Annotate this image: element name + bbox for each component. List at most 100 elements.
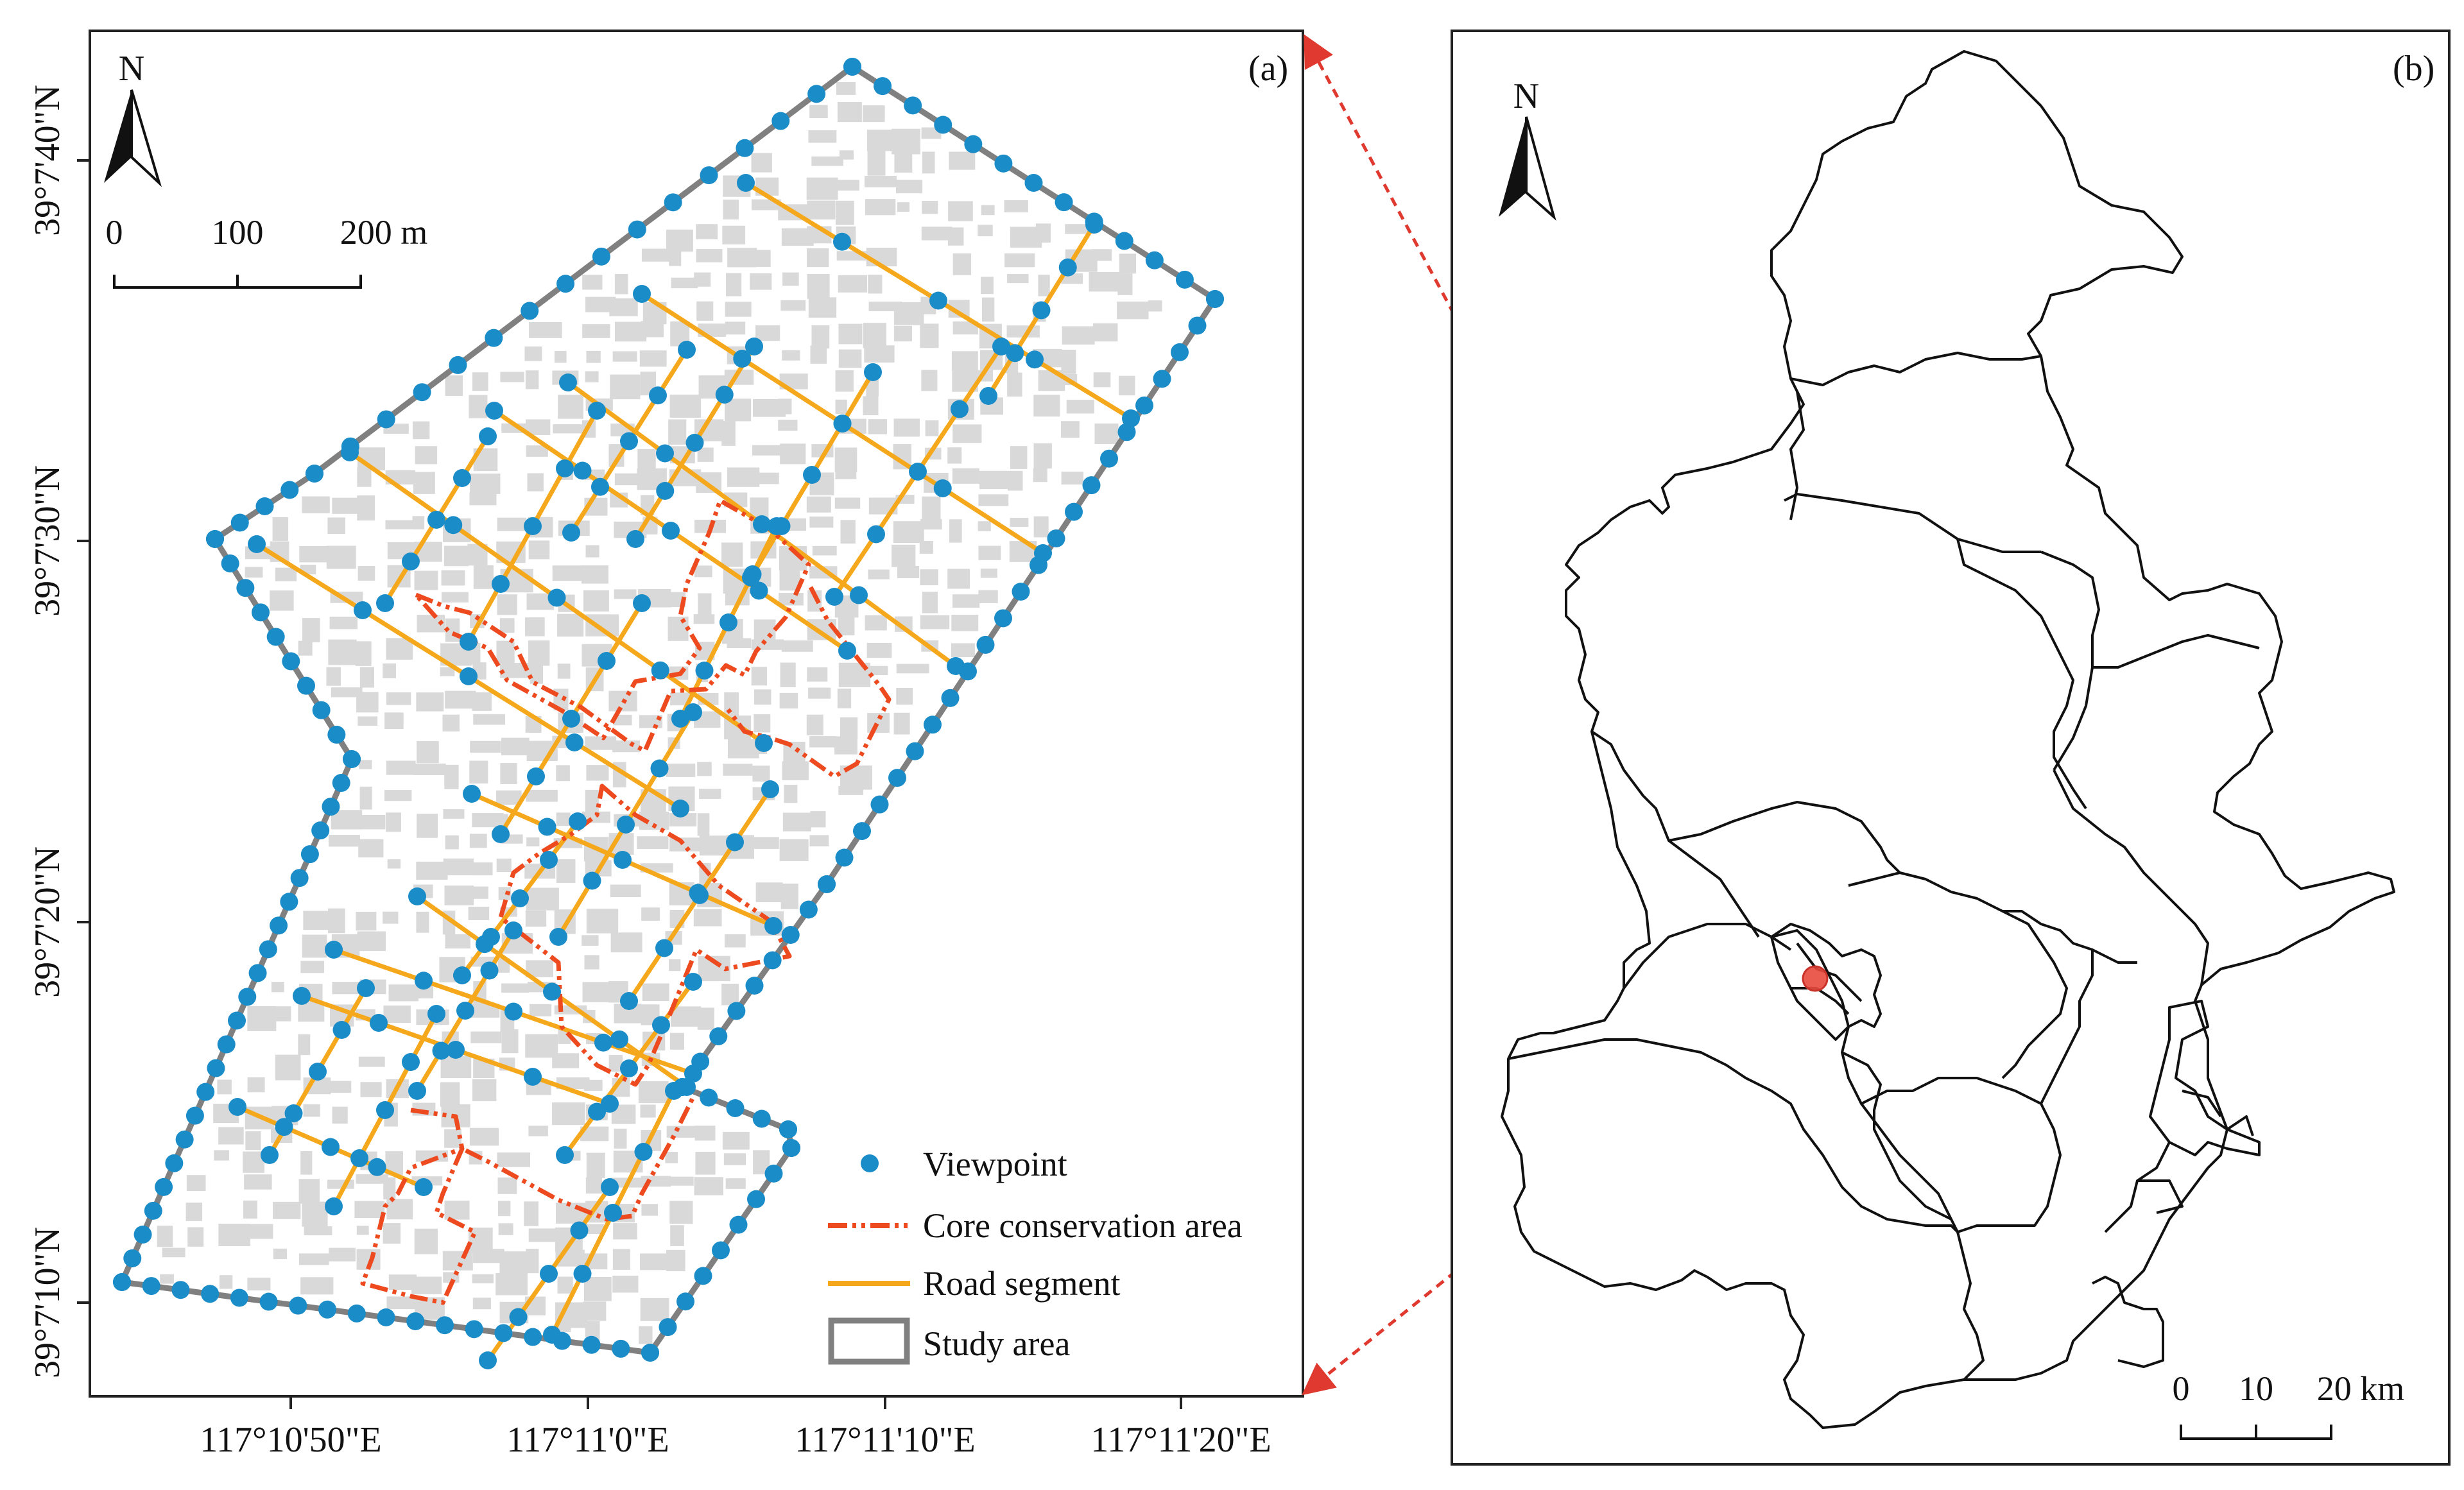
building bbox=[472, 692, 492, 711]
building bbox=[922, 151, 935, 174]
building bbox=[467, 886, 488, 899]
building bbox=[807, 667, 828, 682]
viewpoint bbox=[601, 1178, 619, 1196]
core-conservation-area bbox=[498, 784, 792, 1087]
building bbox=[472, 1297, 491, 1310]
building bbox=[245, 1131, 261, 1151]
building bbox=[557, 613, 584, 637]
building bbox=[557, 664, 571, 679]
viewpoint bbox=[1058, 258, 1077, 277]
building bbox=[302, 618, 320, 642]
building bbox=[835, 200, 854, 225]
viewpoint bbox=[456, 1002, 474, 1020]
building bbox=[473, 565, 494, 589]
building bbox=[1010, 517, 1029, 527]
building bbox=[469, 760, 488, 784]
building bbox=[897, 565, 920, 579]
viewpoint bbox=[275, 1118, 293, 1136]
building bbox=[694, 1177, 723, 1195]
building bbox=[525, 370, 539, 390]
building bbox=[359, 760, 372, 769]
building bbox=[442, 1251, 473, 1271]
district-line-18 bbox=[2003, 910, 2137, 964]
building bbox=[694, 1126, 716, 1141]
building bbox=[806, 248, 829, 268]
panel-a: 39°7'40"N 39°7'30"N 39°7'20"N 39°7'10"N … bbox=[28, 30, 1304, 1460]
building bbox=[585, 614, 619, 637]
building bbox=[440, 1056, 472, 1079]
building bbox=[863, 105, 885, 123]
core-conservation-area bbox=[410, 1096, 696, 1222]
building bbox=[1092, 323, 1118, 342]
building bbox=[666, 229, 693, 252]
viewpoint bbox=[729, 1215, 748, 1234]
viewpoint bbox=[547, 588, 566, 607]
building bbox=[811, 156, 844, 166]
viewpoint bbox=[745, 338, 763, 355]
building bbox=[440, 1082, 460, 1107]
building bbox=[721, 984, 739, 1006]
viewpoint bbox=[573, 1265, 592, 1283]
viewpoint bbox=[633, 285, 651, 303]
building bbox=[525, 910, 547, 927]
building bbox=[384, 712, 404, 729]
building bbox=[637, 449, 656, 470]
viewpoint bbox=[511, 889, 529, 907]
building bbox=[755, 472, 779, 484]
building bbox=[699, 835, 730, 856]
building bbox=[1117, 273, 1133, 295]
building bbox=[781, 640, 813, 652]
building bbox=[1060, 421, 1080, 438]
building bbox=[751, 153, 772, 173]
svg-text:200 m: 200 m bbox=[340, 213, 428, 252]
building bbox=[838, 616, 855, 636]
viewpoint bbox=[1024, 174, 1043, 192]
viewpoint bbox=[874, 77, 892, 96]
building bbox=[470, 1004, 500, 1018]
building bbox=[247, 1077, 265, 1093]
building bbox=[670, 692, 690, 706]
viewpoint bbox=[1100, 449, 1118, 468]
viewpoint bbox=[747, 1190, 765, 1208]
building bbox=[472, 1274, 494, 1283]
viewpoint bbox=[626, 530, 644, 548]
building bbox=[526, 445, 548, 457]
building bbox=[526, 837, 540, 847]
viewpoint bbox=[206, 530, 224, 548]
building bbox=[415, 446, 438, 465]
building bbox=[778, 420, 798, 431]
building bbox=[666, 1249, 685, 1272]
viewpoint bbox=[833, 415, 852, 432]
building bbox=[552, 565, 583, 581]
panel-b: (b) N bbox=[1451, 30, 2451, 1466]
viewpoint bbox=[432, 1041, 451, 1060]
viewpoint bbox=[300, 845, 319, 864]
building bbox=[922, 592, 938, 613]
building bbox=[750, 837, 779, 849]
building bbox=[582, 982, 610, 1002]
building bbox=[951, 614, 979, 631]
building bbox=[947, 569, 970, 589]
viewpoint bbox=[504, 921, 522, 939]
viewpoint bbox=[175, 1130, 194, 1149]
viewpoint bbox=[694, 1267, 712, 1285]
building bbox=[415, 1150, 449, 1162]
building bbox=[357, 495, 375, 521]
building bbox=[835, 370, 854, 392]
building bbox=[893, 325, 912, 342]
building bbox=[445, 835, 459, 850]
building bbox=[981, 205, 995, 216]
viewpoint bbox=[228, 1098, 246, 1116]
building bbox=[329, 835, 360, 847]
building bbox=[725, 321, 746, 335]
viewpoint bbox=[934, 116, 952, 134]
viewpoint bbox=[598, 652, 616, 670]
viewpoint bbox=[737, 174, 755, 192]
building bbox=[219, 1275, 233, 1289]
viewpoint bbox=[408, 1082, 426, 1100]
building bbox=[808, 297, 837, 318]
viewpoint bbox=[485, 329, 503, 347]
building bbox=[218, 1224, 251, 1247]
viewpoint bbox=[155, 1177, 173, 1196]
viewpoint bbox=[726, 833, 744, 852]
